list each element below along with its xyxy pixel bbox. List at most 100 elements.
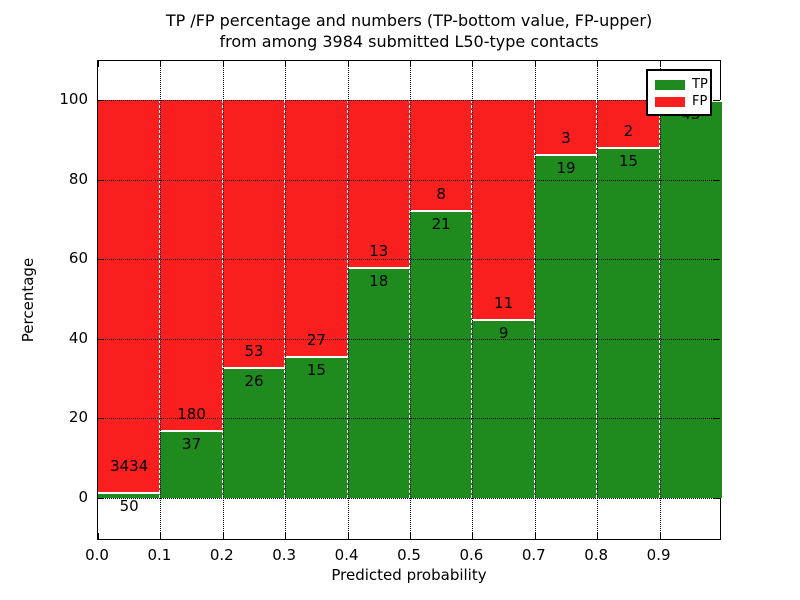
- gridline-vertical: [472, 61, 474, 539]
- gridline-vertical: [160, 61, 162, 539]
- y-tick-label: 40: [68, 328, 88, 347]
- gridline-horizontal: [98, 100, 720, 101]
- x-tick-mark: [534, 533, 536, 539]
- y-tick-mark: [714, 100, 720, 101]
- x-tick-mark: [222, 61, 224, 67]
- y-axis-label: Percentage: [19, 257, 37, 343]
- bar-segment-fp-0.4: [347, 100, 410, 267]
- tp-count-label: 18: [369, 271, 389, 290]
- y-tick-label: 0: [78, 488, 88, 506]
- x-tick-mark: [597, 533, 599, 539]
- bar-edge: [471, 100, 473, 498]
- fp-count-label: 53: [244, 342, 264, 361]
- y-tick-mark: [98, 100, 104, 101]
- gridline-vertical: [285, 61, 287, 539]
- gridline-vertical: [597, 61, 599, 539]
- bar-segment-fp-0.1: [160, 100, 223, 431]
- y-tick-mark: [714, 418, 720, 420]
- x-tick-label: 0.2: [209, 546, 234, 564]
- bar-segment-fp-0.3: [285, 100, 348, 356]
- gridline-vertical: [534, 61, 536, 539]
- bar-edge: [658, 100, 660, 498]
- x-tick-label: 0.3: [272, 546, 297, 564]
- x-tick-mark: [659, 61, 661, 67]
- tp-count-label: 50: [119, 497, 139, 516]
- y-tick-label: 100: [59, 90, 88, 108]
- x-tick-mark: [534, 61, 536, 67]
- x-tick-mark: [285, 61, 287, 67]
- bar-edge: [409, 100, 410, 498]
- fp-count-label: 3434: [110, 457, 149, 476]
- bar-edge: [159, 100, 161, 498]
- plot-area: TP FP 3434 50 180 37 53 26 27 15 13 18 8 21 11 9 3 19 2 1…: [97, 60, 722, 540]
- x-tick-mark: [285, 533, 287, 539]
- fp-count-label: 13: [369, 241, 389, 260]
- bar-edge: [533, 100, 535, 498]
- bar-segment-tp-0.5: [410, 209, 473, 498]
- tp-count-label: 21: [431, 214, 451, 233]
- x-axis-label: Predicted probability: [331, 566, 487, 584]
- fp-count-label: 180: [177, 405, 206, 424]
- tp-color-swatch: [655, 79, 685, 90]
- x-tick-mark: [472, 533, 474, 539]
- x-tick-label: 0.0: [85, 546, 109, 564]
- y-tick-label: 60: [68, 249, 88, 268]
- y-tick-label: 20: [68, 408, 88, 427]
- legend-label-fp: FP: [692, 94, 708, 109]
- gridline-horizontal: [98, 418, 720, 420]
- y-tick-mark: [714, 498, 720, 499]
- fp-count-label: 2: [623, 121, 634, 140]
- gridline-vertical: [222, 61, 224, 539]
- x-tick-mark: [347, 533, 349, 539]
- x-tick-mark: [410, 61, 411, 67]
- bar-segment-tp-0.9: [659, 100, 722, 498]
- bar-edge: [346, 100, 348, 498]
- x-tick-mark: [410, 533, 411, 539]
- x-tick-mark: [98, 61, 99, 67]
- x-tick-label: 0.5: [397, 546, 421, 564]
- gridline-horizontal: [98, 338, 720, 340]
- x-tick-label: 0.9: [646, 546, 671, 564]
- legend-label-tp: TP: [692, 77, 708, 92]
- bar-edge: [284, 100, 286, 498]
- y-tick-mark: [98, 498, 104, 499]
- x-tick-label: 0.4: [334, 546, 359, 564]
- bar-segment-fp-0.5: [410, 100, 473, 210]
- y-tick-mark: [98, 259, 104, 261]
- x-tick-mark: [597, 61, 599, 67]
- bar-segment-tp-0.3: [285, 355, 348, 498]
- bar-segment-fp-0.2: [222, 100, 286, 368]
- gridline-vertical: [410, 61, 411, 539]
- x-tick-mark: [222, 533, 224, 539]
- x-tick-mark: [160, 533, 162, 539]
- chart-title-line1: TP /FP percentage and numbers (TP-bottom…: [165, 11, 653, 30]
- fp-count-label: 8: [436, 184, 446, 203]
- legend-entry-fp: FP: [655, 93, 707, 110]
- fp-count-label: 27: [306, 330, 326, 349]
- bar-segment-tp-0.0: [98, 492, 161, 498]
- bar-segment-tp-0.7: [534, 154, 598, 498]
- x-tick-mark: [659, 533, 661, 539]
- tp-count-label: 37: [182, 435, 202, 454]
- bar-edge: [221, 100, 223, 498]
- fp-count-label: 3: [561, 129, 571, 148]
- bar-segment-tp-0.4: [347, 266, 410, 498]
- bar-segment-fp-0.6: [472, 100, 535, 319]
- bar-segment-fp-0.0: [98, 100, 161, 493]
- bar-segment-tp-0.1: [160, 430, 223, 498]
- tp-count-label: 15: [306, 360, 326, 379]
- fp-count-label: 11: [494, 293, 514, 312]
- bar-segment-tp-0.8: [597, 146, 660, 498]
- bar-segment-tp-0.2: [222, 367, 286, 498]
- legend-entry-tp: TP: [655, 76, 708, 93]
- y-tick-label: 80: [68, 169, 88, 188]
- legend: TP FP: [646, 69, 712, 116]
- tp-count-label: 19: [556, 159, 576, 178]
- gridline-horizontal: [98, 498, 720, 499]
- gridline-vertical: [659, 61, 661, 539]
- y-tick-mark: [98, 338, 104, 340]
- x-tick-label: 0.7: [521, 546, 546, 564]
- tp-count-label: 26: [244, 372, 264, 391]
- y-tick-mark: [714, 259, 720, 261]
- bar-edge: [596, 100, 598, 498]
